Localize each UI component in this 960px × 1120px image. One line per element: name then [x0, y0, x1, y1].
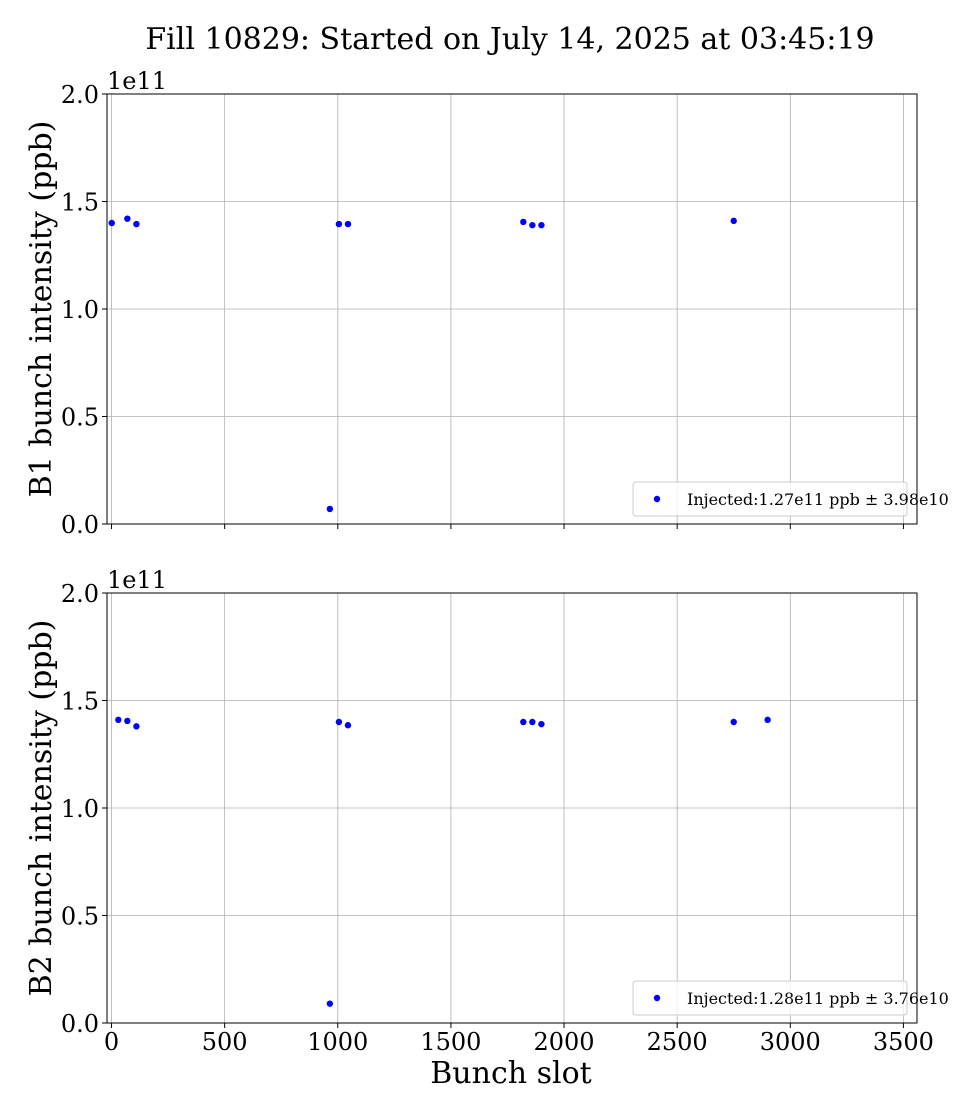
y-tick-label: 2.0 — [61, 580, 99, 608]
data-point — [133, 723, 140, 730]
legend-box — [632, 481, 908, 517]
legend-box — [632, 980, 908, 1016]
x-tick-label: 500 — [202, 1028, 248, 1056]
x-tick-label: 3500 — [873, 1028, 934, 1056]
data-point — [529, 718, 536, 726]
y-tick-label: 0.0 — [61, 511, 99, 539]
y-axis-label: B1 bunch intensity (ppb) — [24, 121, 59, 498]
y-tick-label: 0.0 — [61, 1010, 99, 1038]
data-point — [124, 215, 131, 222]
x-tick-label: 1000 — [307, 1028, 368, 1056]
data-point — [344, 722, 352, 729]
figure-title: Fill 10829: Started on July 14, 2025 at … — [145, 22, 875, 57]
data-point — [529, 221, 536, 229]
y-tick-label: 1.5 — [61, 688, 99, 716]
x-tick-label: 3000 — [760, 1028, 821, 1056]
data-point — [124, 717, 131, 725]
data-point — [520, 718, 527, 726]
y-tick-label: 1.0 — [61, 795, 99, 823]
y-offset-text: 1e11 — [107, 67, 167, 95]
data-point — [335, 220, 343, 228]
data-point — [115, 716, 122, 724]
data-point — [133, 220, 140, 228]
y-offset-text: 1e11 — [107, 566, 167, 594]
panel-1: 0.0 0.5 1.0 1.5 2.0 1e11 B1 bunch intensity (p… — [24, 67, 949, 539]
legend-label: Injected:1.28e11 ppb ± 3.76e10 — [687, 989, 949, 1008]
x-axis-label: Bunch slot — [430, 1056, 591, 1091]
y-tick-label: 1.5 — [61, 189, 99, 217]
data-point — [335, 718, 343, 726]
data-point — [326, 505, 334, 513]
data-point — [326, 1000, 334, 1007]
x-tick-label: 2500 — [647, 1028, 708, 1056]
legend: Injected:1.28e11 ppb ± 3.76e10 — [632, 980, 949, 1016]
legend: Injected:1.27e11 ppb ± 3.98e10 — [632, 481, 949, 517]
x-tick-label: 2000 — [534, 1028, 595, 1056]
data-point — [344, 220, 352, 228]
y-tick-label: 2.0 — [61, 81, 99, 109]
x-tick-label: 0 — [104, 1028, 119, 1056]
data-point — [520, 218, 527, 226]
legend-marker — [653, 994, 661, 1002]
legend-marker — [653, 495, 661, 503]
data-point — [108, 219, 115, 227]
data-point — [764, 716, 771, 724]
y-axis-label: B2 bunch intensity (ppb) — [24, 620, 59, 997]
data-point — [730, 718, 737, 726]
legend-label: Injected:1.27e11 ppb ± 3.98e10 — [687, 490, 949, 509]
data-point — [730, 217, 737, 225]
y-tick-label: 0.5 — [61, 903, 99, 931]
y-tick-label: 1.0 — [61, 296, 99, 324]
y-tick-label: 0.5 — [61, 404, 99, 432]
data-point — [538, 221, 545, 229]
x-tick-label: 1500 — [420, 1028, 481, 1056]
panel-2: 0 500 1000 1500 2000 2500 3000 3500 0.0 0.5 1.0 1.5… — [24, 566, 949, 1056]
data-point — [538, 720, 545, 728]
